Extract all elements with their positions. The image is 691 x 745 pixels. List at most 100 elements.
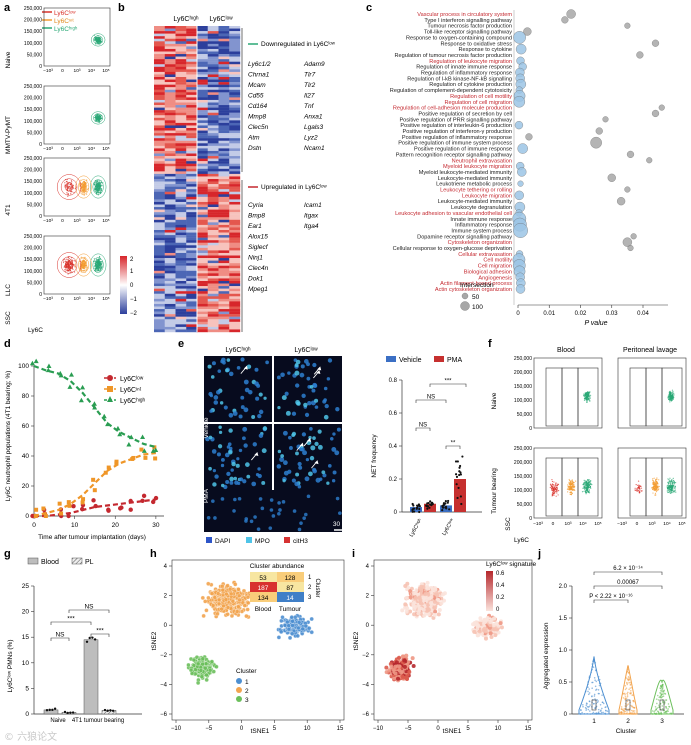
c-term-label: Positive regulation of PRR signalling pa… [399, 117, 512, 123]
svg-text:100: 100 [472, 304, 483, 311]
watermark: © 六狼论文 [4, 732, 58, 743]
e-point [418, 504, 421, 507]
svg-text:50: 50 [472, 294, 480, 301]
f-ytick: 0 [529, 516, 532, 522]
a-ytick: 0 [39, 64, 42, 70]
g-point [63, 710, 67, 714]
c-term-label: Pattern recognition receptor signalling … [396, 152, 512, 158]
d-point [105, 421, 111, 427]
a-ytick: 200,000 [24, 96, 42, 102]
c-term-label: Dopamine receptor signalling pathway [417, 234, 512, 240]
a-ytick: 250,000 [24, 156, 42, 162]
b-gene-up: Siglecf [248, 244, 269, 251]
c-term-label: Positive regulation of interferon-γ prod… [403, 129, 512, 135]
d-point [114, 459, 119, 464]
g-point [109, 709, 112, 712]
c-dot [525, 133, 533, 141]
e-bar [454, 479, 466, 512]
d-ylabel: Ly6C neutrophil populations (4T1 bearing… [5, 371, 12, 502]
c-term-label: Response to cytokine [459, 47, 512, 53]
c-term-label: Regulation of cell migration [445, 100, 512, 106]
j-boxplot [659, 699, 665, 711]
g-sig-ns1: NS [55, 632, 65, 639]
g-point [106, 709, 109, 712]
svg-text:1: 1 [130, 269, 134, 275]
j-xtick: 3 [660, 718, 664, 725]
e-point [459, 473, 463, 476]
tsne-ytick: 2 [164, 594, 168, 600]
g-ytick: 10 [22, 660, 30, 667]
panel-label-b: b [118, 2, 125, 14]
e-xtick: Ly6Cʰᶦᵍʰ [408, 518, 424, 539]
a-xtick: −10³ [43, 146, 53, 152]
d-point [68, 372, 74, 377]
b-gene-down: Adam9 [303, 61, 325, 68]
tsne-ytick: 2 [366, 594, 370, 600]
a-frame [43, 157, 111, 217]
j-ylabel: Aggregated expression [543, 622, 550, 689]
b-gene-down: Tlr2 [304, 82, 316, 89]
b-up-title: Upregulated in Ly6Cˡᵒʷ [261, 184, 327, 191]
d-point [33, 514, 38, 518]
b-gene-up: Alox15 [247, 234, 268, 241]
d-point [67, 503, 72, 508]
e-bar-legend: Vehicle PMA [386, 356, 463, 364]
f-xtick: 10⁵ [678, 521, 685, 527]
d-point [131, 455, 136, 460]
svg-text:−1: −1 [130, 297, 138, 303]
d-xtick: 20 [112, 522, 120, 529]
j-p3: P < 2.22 × 10⁻¹⁶ [589, 593, 633, 600]
b-col-high: Ly6Cʰᶦᵍʰ [173, 16, 199, 23]
tsne-ytick: 4 [366, 564, 370, 570]
j-ytick: 1.0 [559, 648, 568, 654]
svg-text:128: 128 [285, 575, 296, 582]
f-row1: Naive [491, 392, 498, 409]
panel-label-a: a [4, 2, 11, 14]
e-point [416, 504, 419, 507]
d-point [115, 425, 121, 431]
d-point [91, 477, 96, 482]
panel-g-bars: Blood PL 25 20 15 10 5 0 NS *** NS *** Naive 4T1 tu… [7, 557, 142, 724]
a-ytick: 100,000 [24, 191, 42, 197]
a-ytick: 150,000 [24, 179, 42, 185]
g-point [51, 708, 54, 712]
e-ytick: 0 [394, 510, 398, 516]
e-point [444, 499, 447, 503]
a-xtick: −10³ [43, 68, 53, 74]
c-term-label: Toll-like receptor signalling pathway [424, 30, 512, 36]
a-ytick: 50,000 [27, 202, 43, 208]
e-point [456, 460, 459, 463]
tsne-ytick: 0 [366, 623, 370, 629]
d-point [91, 401, 97, 406]
d-point [91, 498, 96, 503]
c-dot [561, 16, 569, 24]
c-dot [624, 186, 631, 193]
c-term-label: Cellular extravasation [458, 252, 512, 258]
d-point [117, 506, 123, 511]
d-ytick: 60 [22, 423, 30, 430]
d-point [67, 384, 73, 389]
e-xtick: Ly6Cˡᵒʷ [441, 517, 456, 537]
c-dot [514, 190, 524, 201]
c-term-label: Leukotriene metabolic process [436, 182, 512, 188]
tsne-xtick: 5 [466, 726, 470, 732]
a-ytick: 50,000 [27, 52, 43, 58]
d-point [33, 358, 39, 364]
a-ytick: 0 [39, 214, 42, 220]
b-col-low: Ly6Cˡᵒʷ [209, 16, 233, 23]
e-point [411, 510, 414, 513]
a-ytick: 250,000 [24, 84, 42, 90]
d-point [92, 488, 97, 493]
row-label-llc: LLC [5, 284, 12, 296]
c-xlabel: P value [584, 320, 607, 327]
g-bar [101, 710, 117, 715]
a-ytick: 50,000 [27, 280, 43, 286]
c-dot [517, 167, 527, 177]
e-point [418, 507, 421, 511]
g-bar [83, 639, 99, 715]
c-term-label: Positive regulation of immune response [414, 147, 512, 153]
svg-text:2: 2 [308, 585, 312, 591]
c-xtick: 0.03 [606, 311, 618, 317]
b-gene-up: Itgax [304, 213, 319, 220]
row-label-pymt: MMTV-PyMT [5, 116, 12, 154]
